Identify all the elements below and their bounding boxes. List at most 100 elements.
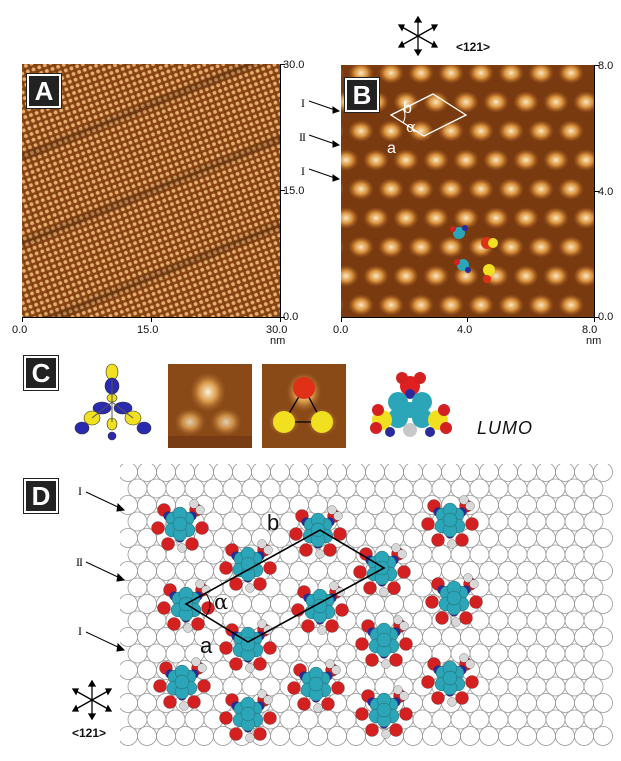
- stm-bright-spot: [513, 265, 539, 287]
- substrate-atom: [498, 464, 518, 482]
- substrate-atom: [498, 726, 518, 746]
- atom: [333, 527, 347, 541]
- stm-bright-spot: [348, 294, 374, 316]
- atom: [376, 702, 392, 718]
- substrate-atom: [488, 478, 509, 499]
- substrate-atom: [545, 478, 566, 499]
- substrate-atom: [412, 478, 433, 499]
- atom: [447, 697, 457, 707]
- substrate-atom: [555, 726, 575, 746]
- atom: [183, 623, 193, 633]
- substrate-atom: [583, 577, 604, 598]
- stm-bright-spot: [453, 265, 479, 287]
- substrate-atom: [488, 709, 509, 730]
- substrate-atom: [583, 676, 604, 697]
- substrate-atom: [517, 627, 537, 647]
- substrate-atom: [336, 709, 357, 730]
- atom: [353, 565, 367, 579]
- substrate-atom: [479, 561, 499, 581]
- stm-bright-spot: [341, 297, 344, 313]
- substrate-atom: [165, 478, 186, 499]
- stm-bright-spot: [423, 149, 449, 171]
- row-marker-arrows: [308, 100, 341, 182]
- tick: [280, 190, 285, 191]
- cell-label-a: a: [200, 633, 213, 658]
- substrate-atom: [517, 693, 537, 713]
- atom: [174, 674, 190, 690]
- atom: [355, 707, 369, 721]
- substrate-atom: [583, 511, 604, 532]
- stm-bright-spot: [558, 236, 584, 258]
- atom: [399, 707, 413, 721]
- substrate-atom: [422, 464, 442, 482]
- row-marker-arrows: [85, 491, 126, 652]
- substrate-atom: [127, 511, 148, 532]
- substrate-atom: [593, 561, 613, 581]
- substrate-atom: [555, 464, 575, 482]
- substrate-atom: [555, 528, 575, 548]
- atom: [263, 561, 277, 575]
- substrate-atom: [137, 464, 157, 482]
- substrate-atom: [593, 464, 613, 482]
- stm-bright-spot: [468, 65, 494, 84]
- tick: [467, 317, 468, 322]
- substrate-atom: [507, 478, 528, 499]
- substrate-atom: [469, 478, 490, 499]
- substrate-atom: [184, 709, 205, 730]
- x-unit-label: nm: [270, 335, 286, 347]
- substrate-atom: [469, 709, 490, 730]
- stm-zoom-overlay-image: [262, 364, 346, 448]
- substrate-atom: [384, 464, 404, 482]
- atom: [229, 577, 243, 591]
- atom: [455, 533, 469, 547]
- stm-bright-spot: [423, 265, 449, 287]
- substrate-atom: [336, 544, 357, 565]
- substrate-atom: [412, 610, 433, 631]
- atom: [229, 657, 243, 671]
- stm-bright-spot: [498, 120, 524, 142]
- atom: [325, 619, 339, 633]
- substrate-atom: [403, 726, 423, 746]
- substrate-atom: [479, 528, 499, 548]
- substrate-atom: [593, 627, 613, 647]
- substrate-atom: [194, 561, 214, 581]
- y-tick-label: 15.0: [283, 185, 305, 197]
- substrate-atom: [137, 726, 157, 746]
- atom: [397, 565, 411, 579]
- substrate-atom: [431, 709, 452, 730]
- substrate-atom: [222, 478, 243, 499]
- atom: [431, 691, 445, 705]
- molecule-model: [421, 495, 479, 549]
- substrate-atom: [127, 643, 148, 664]
- substrate-atom: [526, 643, 547, 664]
- atom: [219, 641, 233, 655]
- substrate-atom: [545, 709, 566, 730]
- atom: [187, 695, 201, 709]
- atom: [257, 689, 267, 699]
- atom: [421, 675, 435, 689]
- molecule-model: [289, 505, 347, 559]
- tick: [594, 191, 599, 192]
- substrate-atom: [127, 577, 148, 598]
- substrate-atom: [308, 726, 328, 746]
- atom: [442, 670, 458, 686]
- atom: [263, 711, 277, 725]
- substrate-atom: [488, 610, 509, 631]
- tick: [280, 64, 285, 65]
- substrate-atom: [232, 464, 252, 482]
- substrate-atom: [526, 511, 547, 532]
- substrate-atom: [441, 561, 461, 581]
- stm-bright-spot: [513, 91, 539, 113]
- stm-bright-spot: [348, 178, 374, 200]
- atom: [163, 695, 177, 709]
- substrate-atom: [222, 511, 243, 532]
- stm-bright-spot: [498, 65, 524, 84]
- atom: [465, 675, 479, 689]
- atom: [421, 517, 435, 531]
- atom: [327, 505, 337, 515]
- substrate-atom: [327, 561, 347, 581]
- substrate-atom: [403, 528, 423, 548]
- substrate-atom: [593, 693, 613, 713]
- substrate-atom: [213, 464, 233, 482]
- direction-label-bottom: <121>: [72, 726, 107, 740]
